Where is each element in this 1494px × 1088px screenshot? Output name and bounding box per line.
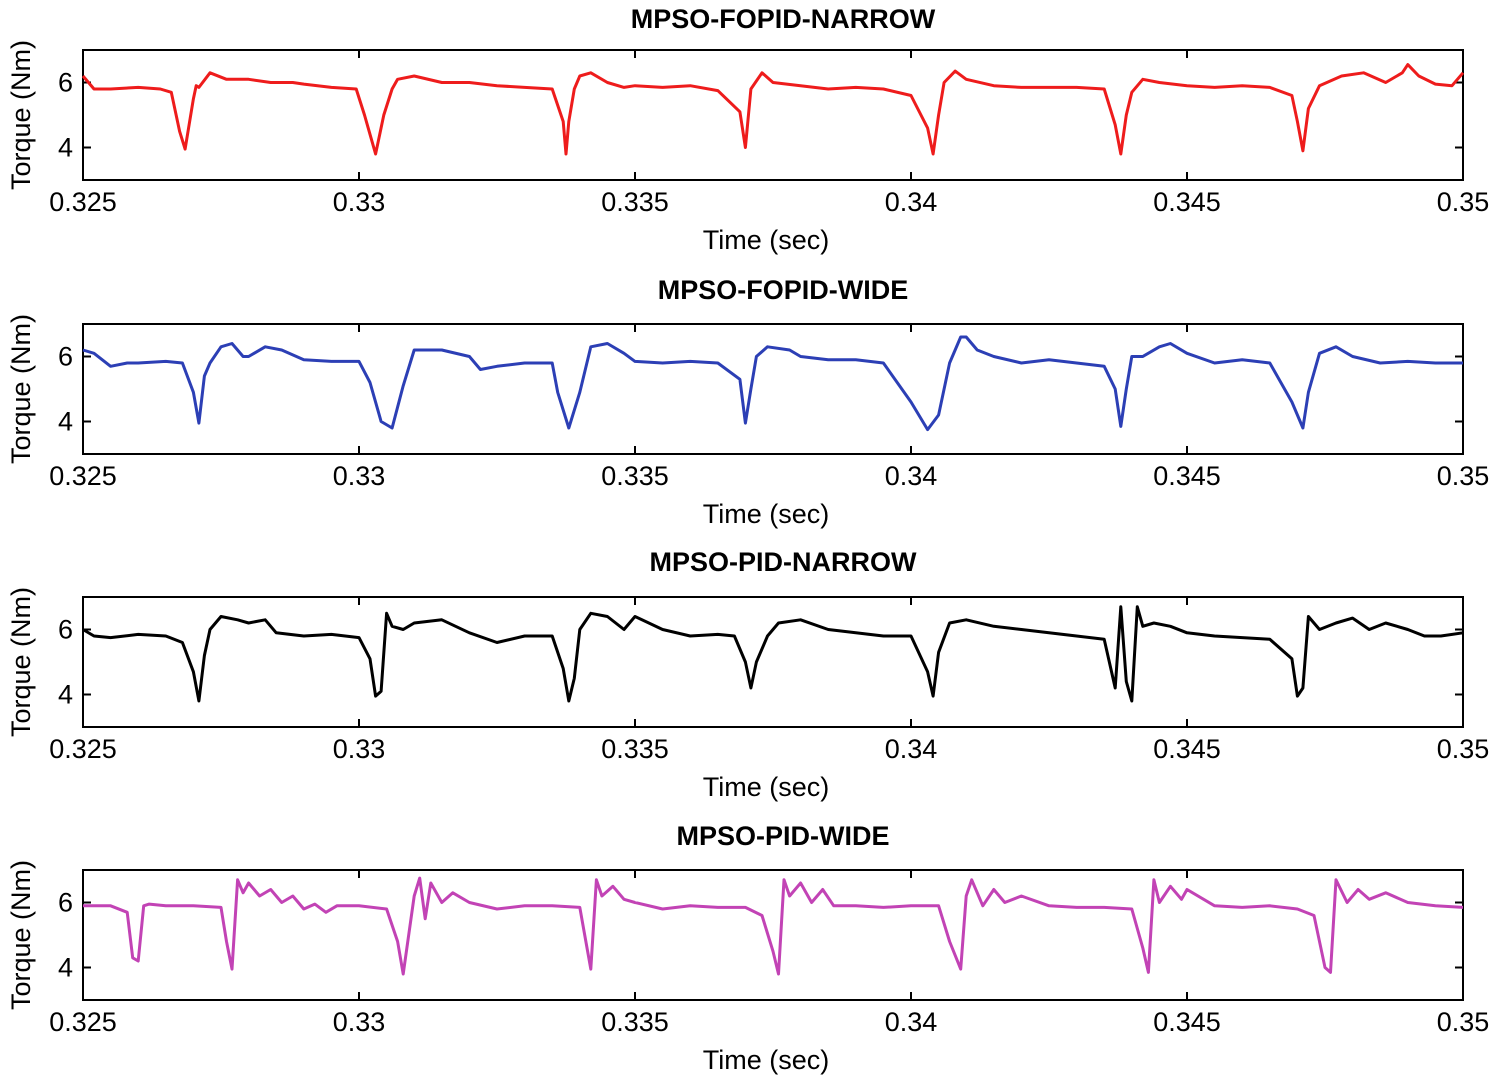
x-tick-label: 0.335 — [601, 1007, 669, 1037]
x-axis-label: Time (sec) — [703, 1045, 830, 1075]
panel-mpso-pid-wide: MPSO-PID-WIDE Torque (Nm) Time (sec) 0.3… — [6, 821, 1489, 1075]
x-axis-label: Time (sec) — [703, 225, 830, 255]
plot-frame — [82, 323, 1464, 455]
y-tick-label: 4 — [58, 953, 73, 983]
y-tick-label: 6 — [58, 68, 73, 98]
x-tick-label: 0.35 — [1437, 461, 1490, 491]
y-tick-label: 6 — [58, 615, 73, 645]
x-tick-label: 0.325 — [49, 461, 117, 491]
y-axis-label: Torque (Nm) — [6, 587, 36, 737]
x-tick-label: 0.33 — [333, 461, 386, 491]
x-tick-label: 0.33 — [333, 1007, 386, 1037]
axis-ticks: 0.325 0.33 0.335 0.34 0.345 0.35 4 6 — [49, 50, 1489, 217]
axis-ticks: 0.325 0.33 0.335 0.34 0.345 0.35 4 6 — [49, 870, 1489, 1037]
panel-mpso-fopid-wide: MPSO-FOPID-WIDE Torque (Nm) Time (sec) 0… — [6, 275, 1489, 529]
axis-ticks: 0.325 0.33 0.335 0.34 0.345 0.35 4 6 — [49, 324, 1489, 491]
y-axis-label: Torque (Nm) — [6, 860, 36, 1010]
x-tick-label: 0.35 — [1437, 187, 1490, 217]
y-tick-label: 4 — [58, 133, 73, 163]
x-tick-label: 0.345 — [1153, 1007, 1221, 1037]
plot-frame — [82, 49, 1464, 181]
x-tick-label: 0.325 — [49, 1007, 117, 1037]
plot-frame — [82, 596, 1464, 728]
panel-title: MPSO-FOPID-NARROW — [631, 4, 936, 34]
x-tick-label: 0.345 — [1153, 461, 1221, 491]
x-axis-label: Time (sec) — [703, 499, 830, 529]
series-line-mpso-fopid-wide — [82, 335, 1463, 432]
x-tick-label: 0.34 — [885, 734, 938, 764]
panel-mpso-pid-narrow: MPSO-PID-NARROW Torque (Nm) Time (sec) 0… — [6, 547, 1489, 802]
x-tick-label: 0.35 — [1437, 734, 1490, 764]
x-tick-label: 0.33 — [333, 734, 386, 764]
x-tick-label: 0.34 — [885, 1007, 938, 1037]
y-tick-label: 6 — [58, 888, 73, 918]
series-line-mpso-pid-narrow — [82, 605, 1464, 703]
x-tick-label: 0.325 — [49, 187, 117, 217]
panel-title: MPSO-PID-NARROW — [650, 547, 917, 577]
x-tick-label: 0.335 — [601, 461, 669, 491]
x-tick-label: 0.335 — [601, 187, 669, 217]
y-axis-label: Torque (Nm) — [6, 40, 36, 190]
x-tick-label: 0.325 — [49, 734, 117, 764]
y-axis-label: Torque (Nm) — [6, 314, 36, 464]
panel-mpso-fopid-narrow: MPSO-FOPID-NARROW Torque (Nm) Time (sec)… — [6, 4, 1489, 255]
x-tick-label: 0.35 — [1437, 1007, 1490, 1037]
y-tick-label: 4 — [58, 680, 73, 710]
y-tick-label: 6 — [58, 342, 73, 372]
plot-frame — [82, 869, 1464, 1001]
x-tick-label: 0.34 — [885, 461, 938, 491]
x-tick-label: 0.335 — [601, 734, 669, 764]
series-line-mpso-fopid-narrow — [81, 63, 1465, 156]
x-tick-label: 0.33 — [333, 187, 386, 217]
y-tick-label: 4 — [58, 407, 73, 437]
x-axis-label: Time (sec) — [703, 772, 830, 802]
axis-ticks: 0.325 0.33 0.335 0.34 0.345 0.35 4 6 — [49, 597, 1489, 764]
x-tick-label: 0.34 — [885, 187, 938, 217]
panel-title: MPSO-PID-WIDE — [677, 821, 890, 851]
x-tick-label: 0.345 — [1153, 734, 1221, 764]
x-tick-label: 0.345 — [1153, 187, 1221, 217]
panel-title: MPSO-FOPID-WIDE — [658, 275, 909, 305]
series-line-mpso-pid-wide — [83, 876, 1464, 976]
